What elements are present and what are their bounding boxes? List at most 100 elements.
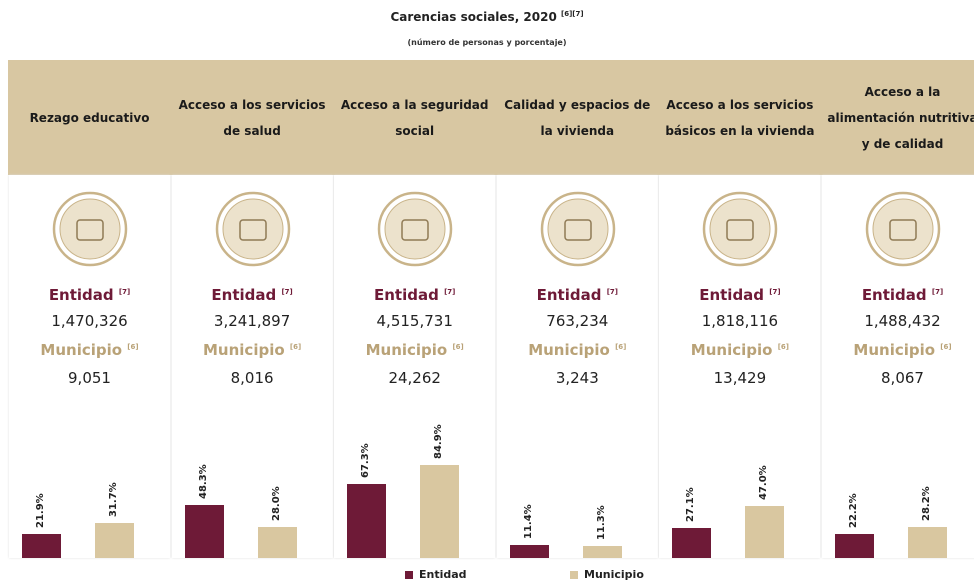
municipality-value: 3,243 bbox=[555, 369, 599, 387]
column-header: Acceso a los servicios básicos en la viv… bbox=[665, 97, 815, 138]
icon-glyph bbox=[564, 219, 592, 241]
value-label: 84.9% bbox=[433, 423, 445, 459]
icon bbox=[214, 190, 292, 272]
value-label: 22.2% bbox=[848, 492, 859, 528]
header-band bbox=[8, 60, 974, 175]
icon-svg bbox=[540, 191, 616, 267]
value-label: 28.0% bbox=[270, 486, 282, 522]
value-label: 11.3% bbox=[595, 504, 607, 540]
bar bbox=[509, 545, 549, 558]
entity-value: 1,818,116 bbox=[701, 312, 779, 330]
icon-glyph bbox=[238, 219, 267, 241]
title: Carencias sociales, 2020 [6][7] bbox=[0, 10, 974, 24]
municipality-note: [6] bbox=[615, 343, 627, 351]
bar bbox=[257, 527, 297, 558]
value-label: 47.0% bbox=[758, 465, 770, 501]
municipality-label-text: Municipio bbox=[690, 341, 773, 359]
legend-swatch bbox=[405, 571, 413, 579]
municipality-label-text: Municipio bbox=[853, 341, 936, 359]
legend-label: Entidad bbox=[419, 568, 467, 581]
icon-svg bbox=[52, 191, 128, 267]
legend-swatch bbox=[570, 571, 578, 579]
entity-value: 3,241,897 bbox=[213, 312, 291, 330]
column: Acceso a los servicios de salud Entidad [… bbox=[171, 60, 333, 558]
icon-svg bbox=[215, 191, 290, 267]
column-header: Acceso a la seguridad social bbox=[340, 97, 489, 138]
icon-inner bbox=[709, 198, 771, 260]
entity-label-text: Entidad bbox=[699, 286, 765, 304]
bar bbox=[22, 533, 61, 558]
legend-label: Municipio bbox=[584, 568, 644, 581]
entity-label-text: Entidad bbox=[536, 286, 602, 304]
value-label: 31.7% bbox=[108, 482, 119, 518]
icon-svg bbox=[377, 191, 453, 267]
municipality-note: [6] bbox=[777, 343, 789, 351]
municipality-label: Municipio [6] bbox=[172, 341, 333, 359]
value-label: 27.1% bbox=[685, 487, 697, 523]
column: Acceso a la alimentación nutritiva y de … bbox=[822, 60, 974, 558]
entity-note: [7] bbox=[931, 288, 944, 296]
municipality-label: Municipio [6] bbox=[659, 341, 820, 359]
bar bbox=[672, 528, 712, 558]
icon-glyph bbox=[889, 219, 917, 241]
bar bbox=[835, 533, 874, 558]
column-header: Acceso a la alimentación nutritiva y de … bbox=[827, 84, 974, 151]
municipality-label-text: Municipio bbox=[40, 341, 123, 359]
icon-glyph bbox=[401, 219, 429, 241]
icon bbox=[864, 190, 942, 272]
icon-inner bbox=[222, 198, 284, 260]
bar bbox=[420, 464, 460, 558]
municipality-label: Municipio [6] bbox=[9, 341, 170, 359]
bar bbox=[582, 545, 622, 558]
entity-label: Entidad [7] bbox=[497, 286, 658, 304]
bar bbox=[347, 483, 387, 558]
icon bbox=[701, 190, 779, 272]
icon-inner bbox=[59, 198, 121, 260]
entity-value: 1,470,326 bbox=[51, 312, 128, 330]
icon-inner bbox=[547, 198, 609, 260]
entity-label-text: Entidad bbox=[211, 286, 277, 304]
bar bbox=[745, 506, 785, 558]
municipality-label: Municipio [6] bbox=[822, 341, 974, 359]
column: Calidad y espacios de la vivienda Entidad… bbox=[496, 60, 658, 558]
entity-note: [7] bbox=[118, 288, 131, 296]
icon bbox=[539, 190, 617, 272]
value-label: 67.3% bbox=[360, 443, 372, 478]
column-header: Rezago educativo bbox=[29, 110, 150, 125]
entity-label: Entidad [7] bbox=[9, 286, 170, 304]
icon-svg bbox=[703, 191, 778, 267]
icon-svg bbox=[865, 191, 941, 267]
bar bbox=[95, 523, 134, 558]
entity-value: 1,488,432 bbox=[864, 312, 941, 330]
entity-value: 763,234 bbox=[546, 312, 609, 330]
entity-note: [7] bbox=[444, 288, 456, 296]
bar bbox=[908, 526, 947, 558]
value-label: 48.3% bbox=[197, 464, 209, 499]
municipality-label-text: Municipio bbox=[203, 341, 285, 359]
entity-note: [7] bbox=[769, 288, 781, 296]
icon-inner bbox=[384, 198, 446, 260]
icon-inner bbox=[872, 198, 934, 260]
municipality-note: [6] bbox=[452, 343, 464, 351]
entity-note: [7] bbox=[606, 288, 618, 296]
entity-label-text: Entidad bbox=[861, 286, 927, 304]
entity-label: Entidad [7] bbox=[334, 286, 495, 304]
value-label: 21.9% bbox=[35, 493, 46, 528]
column-header: Acceso a los servicios de salud bbox=[178, 97, 326, 138]
column: Acceso a la seguridad social Entidad [7] 4… bbox=[334, 60, 496, 558]
municipality-value: 8,016 bbox=[230, 369, 274, 387]
municipality-value: 24,262 bbox=[388, 369, 441, 387]
entity-label-text: Entidad bbox=[374, 286, 439, 304]
municipality-value: 8,067 bbox=[881, 369, 924, 387]
municipality-label-text: Municipio bbox=[365, 341, 448, 359]
entity-note: [7] bbox=[281, 288, 293, 296]
icon-glyph bbox=[726, 219, 755, 241]
column: Rezago educativo Entidad [7] 1,470,326 Muni… bbox=[9, 60, 170, 558]
subtitle: (número de personas y porcentaje) bbox=[407, 38, 567, 47]
entity-label: Entidad [7] bbox=[659, 286, 820, 304]
municipality-value: 9,051 bbox=[68, 369, 111, 387]
column: Acceso a los servicios básicos en la viv… bbox=[659, 60, 821, 558]
column-header: Calidad y espacios de la vivienda bbox=[504, 97, 651, 138]
municipality-value: 13,429 bbox=[713, 369, 767, 387]
